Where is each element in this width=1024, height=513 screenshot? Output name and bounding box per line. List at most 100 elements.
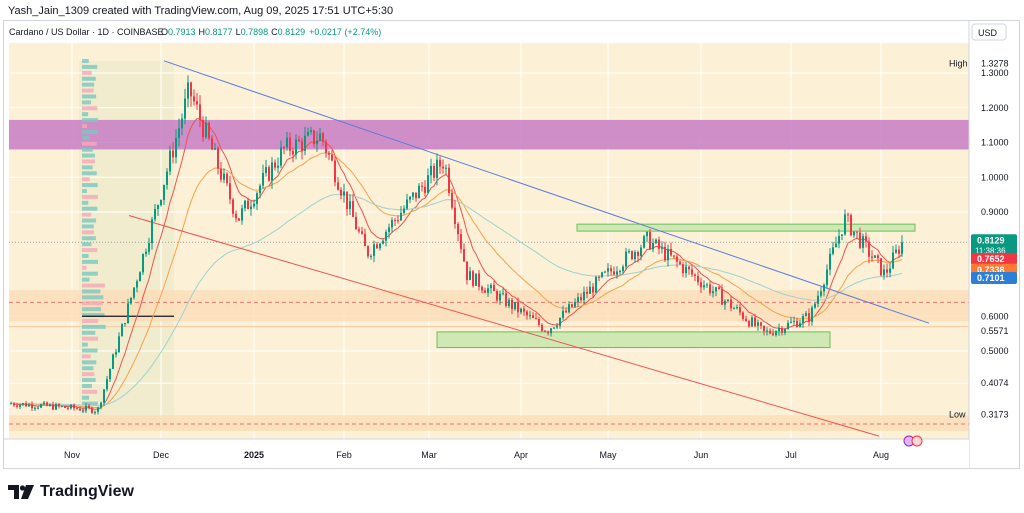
candle-body [127,303,129,324]
candle-body [628,251,630,253]
candle-body [706,284,708,286]
events-icon [903,435,923,447]
candle-body [364,233,366,247]
currency-label: USD [978,28,998,38]
volume-bar [82,324,106,329]
candle-body [577,297,579,302]
candle-body [52,404,54,410]
volume-bar [82,360,97,365]
price-chart[interactable]: 1.3000 1.2000 1.1000 1.0000 0.9000 0.6000 0.50… [4,21,1019,468]
price-axis[interactable]: 1.3000 1.2000 1.1000 1.0000 0.9000 0.6000 0.50… [949,21,1019,468]
candle-body [544,330,546,332]
time-tick-label: Dec [153,450,170,460]
candle-body [853,231,855,236]
candle-body [172,150,174,158]
candle-body [424,186,426,193]
candle-body [679,261,681,265]
candle-body [85,405,87,411]
candle-body [631,251,633,260]
candle-body [799,323,801,328]
volume-bar [82,366,94,371]
ma-slow [11,194,903,407]
time-axis[interactable]: Nov Dec 2025 Feb Mar Apr May Jun Jul Aug [4,435,969,468]
candle-body [13,403,15,406]
volume-bar [82,147,93,152]
candle-body [202,119,204,138]
candle-body [190,82,192,97]
price-tick-label: 0.5000 [981,346,1009,356]
candle-body [55,404,57,410]
candle-body [88,405,90,408]
candle-body [37,407,39,409]
candle-body [757,322,759,326]
volume-bar [82,342,88,347]
candle-body [736,307,738,309]
candle-body [58,404,60,407]
candle-body [157,205,159,209]
price-tick-label: 1.0000 [981,172,1009,182]
candle-body [598,276,600,278]
candle-body [835,243,837,248]
candle-body [565,310,567,313]
currency-button[interactable]: USD [971,23,1007,41]
volume-bar [82,330,96,335]
ohlc-key: O [161,27,168,37]
candle-body [505,293,507,306]
trendlines [128,60,930,437]
candle-body [730,299,732,309]
candle-body [802,316,804,324]
ma-fast [10,118,903,410]
price-tag-bg [977,408,1013,421]
candle-body [487,288,489,293]
chart-frame[interactable]: 1.3000 1.2000 1.1000 1.0000 0.9000 0.6000 0.50… [3,20,1020,469]
volume-bar [82,64,98,69]
candle-body [817,295,819,304]
candle-body [394,219,396,221]
volume-bar [82,141,97,146]
volume-bar [82,188,87,193]
volume-bar [82,100,92,105]
candle-body [889,268,891,273]
candle-body [781,328,783,333]
candle-body [304,135,306,151]
time-tick-label: Aug [873,450,889,460]
support-zone-high [576,223,916,232]
candle-body [31,404,33,409]
moving-averages [10,118,903,410]
brand-footer[interactable]: TradingView [8,483,134,501]
candle-body [253,203,255,207]
candle-body [850,215,852,236]
candle-body [145,251,147,254]
candle-body [847,214,849,216]
candle-body [97,407,99,412]
candle-body [754,317,756,326]
candle-body [652,242,654,250]
candle-body [349,201,351,210]
volume-bar [82,389,98,394]
candle-body [739,307,741,313]
price-tick-label: 0.9000 [981,207,1009,217]
candle-body [250,206,252,210]
candle-body [583,291,585,301]
candle-body [301,141,303,151]
candle-body [22,403,24,405]
candle-body [163,184,165,200]
candle-body [778,328,780,332]
price-tag-value: 0.5571 [981,326,1009,336]
candle-body [517,302,519,313]
price-tag-countdown: 11:38:36 [975,246,1006,255]
volume-bar [82,289,101,294]
volume-bar [82,165,93,170]
candle-body [592,286,594,293]
candle-body [79,408,81,411]
candle-body [724,300,726,305]
candle-body [322,133,324,142]
candle-body [205,122,207,138]
candle-body [112,354,114,369]
candle-body [673,255,675,257]
candle-body [718,287,720,290]
candle-body [334,160,336,183]
candle-body [439,159,441,167]
candle-body [289,137,291,151]
candle-body [427,175,429,193]
